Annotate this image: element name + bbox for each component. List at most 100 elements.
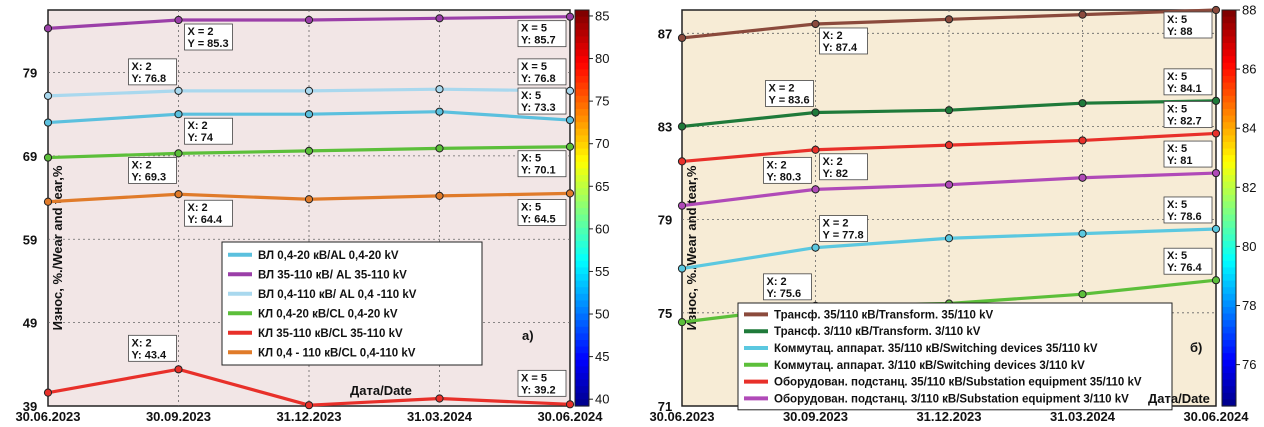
colorbar-segment xyxy=(1222,326,1236,334)
data-point xyxy=(435,394,444,403)
data-tip-box xyxy=(1163,101,1213,128)
data-point xyxy=(304,195,314,204)
data-tip: X = 2Y = 85.3 xyxy=(184,23,233,51)
data-tip: X: 2Y: 87.4 xyxy=(819,27,868,55)
data-tip-text: X: 2 xyxy=(132,61,152,73)
data-tip-text: X: 5 xyxy=(1167,103,1187,115)
data-point xyxy=(43,388,53,397)
colorbar-segment xyxy=(1222,208,1236,216)
colorbar-tick-label: 84 xyxy=(1242,121,1256,136)
data-tip-text: X = 5 xyxy=(521,23,547,35)
data-tip: X = 5Y: 39.2 xyxy=(517,369,567,397)
colorbar-segment xyxy=(575,168,589,176)
colorbar-segment xyxy=(575,373,589,381)
y-tick-label: 49 xyxy=(23,316,37,331)
colorbar-tick-label: 70 xyxy=(595,136,609,151)
data-tip-text: X = 2 xyxy=(188,26,214,38)
data-tip-box xyxy=(763,273,812,301)
colorbar-segment xyxy=(575,293,589,301)
colorbar-segment xyxy=(575,62,589,70)
colorbar-segment xyxy=(575,300,589,308)
colorbar-segment xyxy=(1222,23,1236,31)
y-tick-label: 59 xyxy=(23,232,37,247)
data-tip: X: 2Y: 76.8 xyxy=(128,58,177,86)
colorbar-segment xyxy=(575,69,589,77)
colorbar-segment xyxy=(1222,359,1236,367)
data-point xyxy=(1078,10,1087,19)
data-tip: X = 5Y: 85.7 xyxy=(517,20,567,48)
data-tip-text: Y: 74 xyxy=(188,132,214,144)
data-tip-box xyxy=(184,199,233,227)
colorbar-tick-label: 86 xyxy=(1242,62,1256,77)
colorbar-segment xyxy=(575,353,589,361)
legend: ВЛ 0,4-20 кВ/AL 0,4-20 kV ВЛ 35-110 кВ/ A… xyxy=(221,241,483,366)
chart-panel-1: 39 49 59 69 79 30.06.2023 30.09.2023 31.12.2023… xyxy=(15,8,609,424)
colorbar-segment xyxy=(1222,128,1236,136)
data-tip: X: 2Y: 82 xyxy=(819,153,868,181)
data-point xyxy=(174,190,183,199)
colorbar-segment xyxy=(575,346,589,354)
data-point xyxy=(565,115,575,125)
data-point xyxy=(811,108,820,117)
data-tip-text: X = 5 xyxy=(521,61,547,73)
colorbar-segment xyxy=(575,89,589,97)
data-tip-text: X: 5 xyxy=(521,153,541,165)
legend-entry: КЛ 0,4-20 кВ/CL 0,4-20 kV xyxy=(258,308,398,320)
data-tip-box xyxy=(819,215,868,243)
data-point xyxy=(1211,96,1221,105)
x-tick-label: 30.06.2023 xyxy=(649,409,714,424)
data-point xyxy=(677,201,687,210)
colorbar-segment xyxy=(1222,181,1236,189)
data-tip-text: Y: 87.4 xyxy=(823,42,859,54)
colorbar-segment xyxy=(575,287,589,295)
legend-entry: ВЛ 0,4-20 кВ/AL 0,4-20 kV xyxy=(258,250,399,262)
colorbar-segment xyxy=(575,155,589,163)
data-tip-box xyxy=(517,199,567,226)
colorbar-segment xyxy=(575,148,589,156)
x-tick-label: 30.06.2024 xyxy=(1183,409,1249,424)
data-point xyxy=(1211,5,1221,15)
colorbar-segment xyxy=(575,260,589,268)
data-tip-text: X = 2 xyxy=(769,82,795,94)
data-tip-text: Y: 73.3 xyxy=(521,102,556,114)
data-point xyxy=(43,197,53,206)
data-tip-text: X: 2 xyxy=(188,120,208,132)
data-point xyxy=(565,86,575,95)
data-point xyxy=(811,145,820,154)
data-point xyxy=(811,185,820,194)
data-tip-text: Y: 88 xyxy=(1167,26,1192,38)
colorbar-segment xyxy=(1222,115,1236,123)
colorbar-segment xyxy=(1222,260,1236,268)
colorbar-segment xyxy=(1222,313,1236,321)
colorbar-segment xyxy=(1222,62,1236,70)
data-tip-text: Y: 64.5 xyxy=(521,213,556,225)
data-tip: X: 5Y: 84.1 xyxy=(1163,68,1213,96)
colorbar-segment xyxy=(575,95,589,103)
colorbar-segment xyxy=(1222,214,1236,222)
colorbar-segment xyxy=(1222,148,1236,156)
colorbar-segment xyxy=(575,109,589,117)
data-tip-text: X = 2 xyxy=(823,218,849,230)
colorbar-segment xyxy=(1222,293,1236,301)
data-point xyxy=(944,234,954,243)
data-point xyxy=(304,401,314,410)
colorbar-segment xyxy=(575,161,589,169)
legend-box xyxy=(221,241,483,366)
data-point xyxy=(944,180,954,189)
colorbar-segment xyxy=(575,43,589,51)
colorbar-segment xyxy=(575,221,589,229)
data-point xyxy=(304,86,314,95)
colorbar-segment xyxy=(1222,89,1236,97)
data-tip-text: X: 5 xyxy=(1167,71,1187,83)
colorbar-segment xyxy=(575,267,589,275)
data-point xyxy=(435,107,444,116)
data-tip-text: Y: 39.2 xyxy=(521,384,556,396)
data-point xyxy=(811,19,820,29)
colorbar-segment xyxy=(575,247,589,255)
colorbar-segment xyxy=(575,23,589,31)
data-point xyxy=(304,110,314,119)
data-point xyxy=(565,400,575,409)
data-tip: X: 5Y: 76.4 xyxy=(1163,247,1213,275)
data-point xyxy=(1211,168,1221,178)
colorbar-segment xyxy=(1222,188,1236,196)
